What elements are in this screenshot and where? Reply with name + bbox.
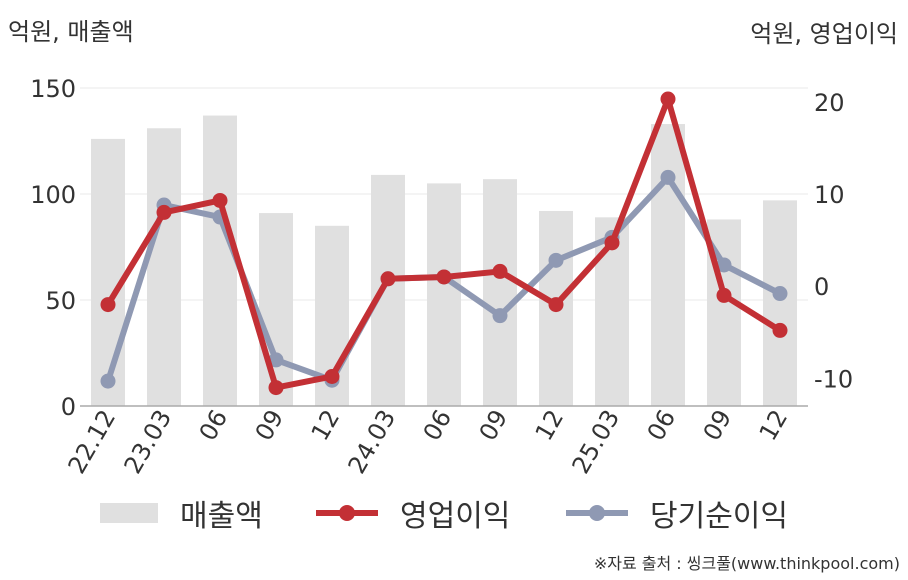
left-tick-label: 150 xyxy=(30,75,76,103)
legend: 매출액 영업이익 당기순이익 xyxy=(100,490,820,540)
x-tick-label: 09 xyxy=(698,405,738,445)
legend-swatch-revenue xyxy=(100,503,158,523)
point-operating-profit xyxy=(436,269,452,285)
point-operating-profit xyxy=(324,369,340,385)
x-tick-label: 09 xyxy=(250,405,290,445)
left-tick-label: 0 xyxy=(61,393,76,421)
x-tick-label: 06 xyxy=(194,405,234,445)
point-net-income xyxy=(660,169,676,185)
point-net-income xyxy=(268,352,284,368)
legend-item-net-income: 당기순이익 xyxy=(566,490,788,536)
right-axis-unit: 억원, 영업이익 xyxy=(750,20,898,48)
bar-revenue xyxy=(371,174,405,406)
point-net-income xyxy=(548,252,564,268)
bar-revenue xyxy=(483,179,517,406)
bar-revenue xyxy=(203,115,237,406)
point-operating-profit xyxy=(492,263,508,279)
point-operating-profit xyxy=(380,271,396,287)
right-axis-ticks: -10 0 10 20 xyxy=(814,89,853,394)
point-operating-profit xyxy=(156,204,172,220)
legend-item-revenue: 매출액 xyxy=(100,490,263,536)
right-tick-label: 20 xyxy=(814,89,845,117)
x-tick-label: 09 xyxy=(474,405,514,445)
bar-revenue xyxy=(651,124,685,406)
x-tick-label: 12 xyxy=(530,405,570,445)
legend-item-operating-profit: 영업이익 xyxy=(316,490,510,536)
bar-revenue xyxy=(763,200,797,406)
bar-revenue xyxy=(91,138,125,406)
x-tick-label: 06 xyxy=(418,405,458,445)
x-tick-label: 12 xyxy=(754,405,794,445)
x-tick-label: 06 xyxy=(642,405,682,445)
legend-label-revenue: 매출액 xyxy=(180,499,263,534)
source-note: ※자료 출처 : 씽크풀(www.thinkpool.com) xyxy=(593,554,900,573)
legend-swatch-net-income xyxy=(566,505,628,521)
point-net-income xyxy=(716,257,732,273)
point-net-income xyxy=(100,373,116,389)
point-operating-profit xyxy=(548,297,564,313)
left-tick-label: 100 xyxy=(30,181,76,209)
right-tick-label: 0 xyxy=(814,273,829,301)
left-tick-label: 50 xyxy=(45,287,76,315)
point-operating-profit xyxy=(660,91,676,107)
point-net-income xyxy=(772,286,788,302)
point-net-income xyxy=(492,308,508,324)
right-tick-label: 10 xyxy=(814,181,845,209)
point-operating-profit xyxy=(772,322,788,338)
bar-revenue xyxy=(147,128,181,406)
point-operating-profit xyxy=(268,380,284,396)
left-axis-ticks: 0 50 100 150 xyxy=(30,75,76,421)
point-operating-profit xyxy=(716,287,732,303)
point-operating-profit xyxy=(100,297,116,313)
x-tick-label: 12 xyxy=(306,405,346,445)
bar-revenue xyxy=(259,213,293,406)
profit-lines xyxy=(100,91,788,396)
bar-revenue xyxy=(427,183,461,406)
right-tick-label: -10 xyxy=(814,365,853,393)
left-axis-unit: 억원, 매출액 xyxy=(8,18,134,46)
x-tick-label: 25.03 xyxy=(567,405,626,479)
legend-label-net-income: 당기순이익 xyxy=(650,499,788,534)
point-operating-profit xyxy=(212,192,228,208)
legend-label-operating-profit: 영업이익 xyxy=(400,499,511,534)
legend-swatch-operating-profit xyxy=(316,505,378,521)
x-tick-label: 23.03 xyxy=(119,405,178,479)
revenue-bars xyxy=(91,115,797,406)
point-operating-profit xyxy=(604,235,620,251)
x-tick-label: 24.03 xyxy=(343,405,402,479)
